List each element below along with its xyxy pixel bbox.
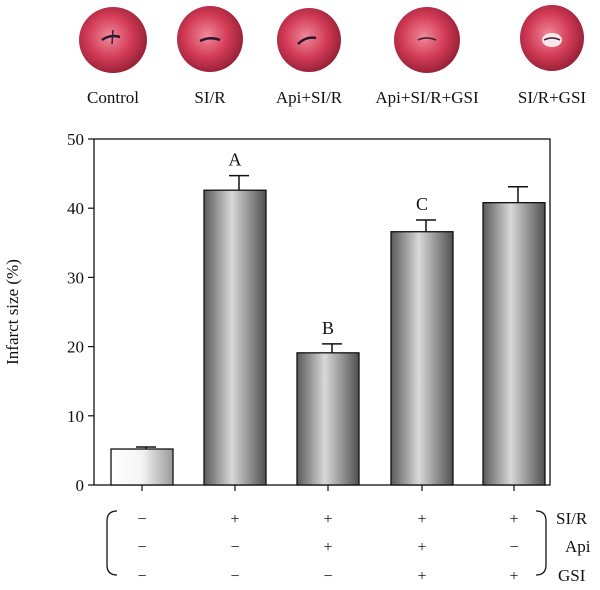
heart-photo-sir-gsi bbox=[520, 5, 584, 71]
treatment-sign: − bbox=[230, 568, 239, 585]
photo-label-sir-gsi: SI/R+GSI bbox=[518, 88, 586, 107]
row-label-gsi: GSI bbox=[558, 566, 586, 585]
photo-label-sir: SI/R bbox=[194, 88, 226, 107]
row-label-sir: SI/R bbox=[556, 509, 588, 528]
right-brace bbox=[535, 510, 547, 576]
bar bbox=[482, 202, 546, 486]
treatment-signs: − + + + + − − + + − − − − + + bbox=[137, 511, 518, 585]
bars: A B C bbox=[110, 150, 546, 486]
treatment-sign: − bbox=[509, 539, 518, 556]
photo-labels: Control SI/R Api+SI/R Api+SI/R+GSI SI/R+… bbox=[87, 88, 586, 107]
bar bbox=[296, 352, 360, 486]
y-tick-label: 40 bbox=[67, 199, 84, 218]
treatment-sign: − bbox=[137, 539, 146, 556]
treatment-sign: − bbox=[137, 568, 146, 585]
heart-photo-api-sir bbox=[277, 8, 341, 72]
treatment-sign: − bbox=[323, 568, 332, 585]
treatment-sign: + bbox=[417, 539, 426, 556]
y-axis-label: Infarct size (%) bbox=[3, 259, 22, 365]
treatment-sign: + bbox=[230, 511, 239, 528]
significance-label: B bbox=[322, 318, 334, 338]
treatment-sign: − bbox=[137, 511, 146, 528]
treatment-sign: + bbox=[417, 511, 426, 528]
significance-label: A bbox=[229, 150, 242, 170]
y-tick-label: 50 bbox=[67, 130, 84, 149]
treatment-table: − + + + + − − + + − − − − + + SI/R Api GSI bbox=[106, 509, 591, 585]
photo-label-control: Control bbox=[87, 88, 139, 107]
y-tick-label: 0 bbox=[76, 476, 85, 495]
y-tick-label: 10 bbox=[67, 407, 84, 426]
photo-label-api-sir: Api+SI/R bbox=[276, 88, 343, 107]
x-axis-ticks bbox=[141, 485, 515, 491]
y-tick-label: 20 bbox=[67, 338, 84, 357]
y-tick-label: 30 bbox=[67, 268, 84, 287]
left-brace bbox=[106, 510, 118, 576]
bar bbox=[110, 448, 174, 486]
heart-photos bbox=[79, 5, 584, 73]
bar bbox=[390, 231, 454, 486]
heart-photo-sir bbox=[177, 6, 243, 72]
heart-photo-api-sir-gsi bbox=[394, 7, 460, 73]
heart-photo-control bbox=[79, 7, 147, 73]
y-axis: 0 10 20 30 40 50 bbox=[67, 130, 94, 495]
treatment-sign: + bbox=[417, 568, 426, 585]
bar bbox=[203, 189, 267, 486]
treatment-sign: + bbox=[323, 511, 332, 528]
treatment-sign: − bbox=[230, 539, 239, 556]
treatment-sign: + bbox=[323, 539, 332, 556]
significance-label: C bbox=[416, 194, 428, 214]
row-label-api: Api bbox=[565, 537, 591, 556]
treatment-sign: + bbox=[509, 511, 518, 528]
photo-label-api-sir-gsi: Api+SI/R+GSI bbox=[375, 88, 479, 107]
treatment-sign: + bbox=[509, 568, 518, 585]
